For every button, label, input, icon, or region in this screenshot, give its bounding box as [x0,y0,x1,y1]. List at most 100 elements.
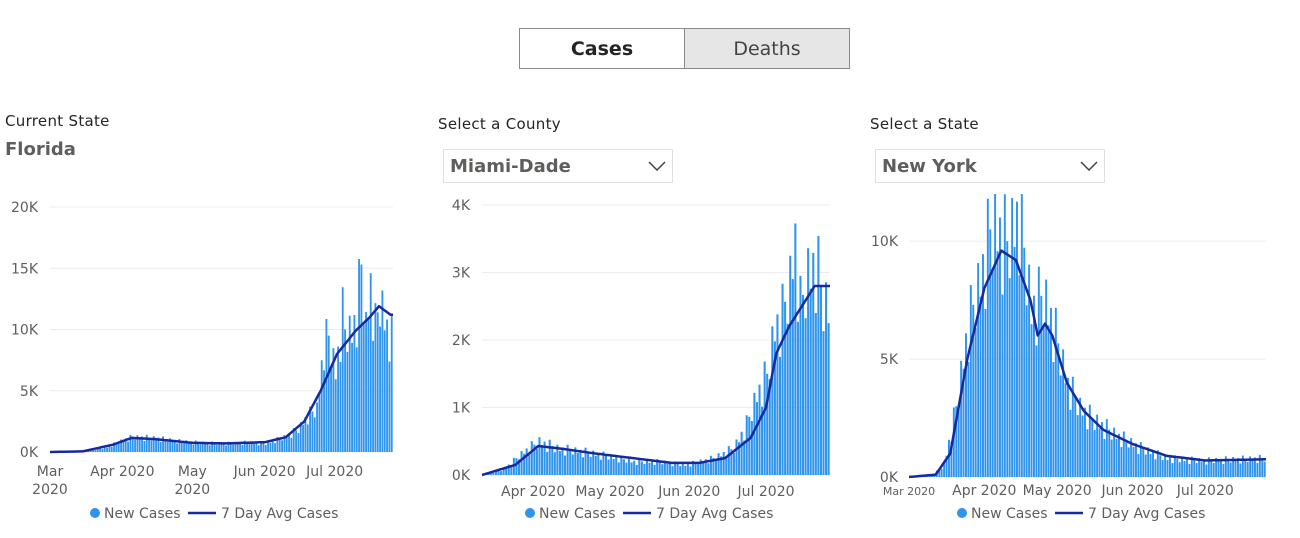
new-cases-bar [1169,457,1171,477]
new-cases-bar [1103,438,1106,477]
new-cases-bar [201,441,204,452]
new-cases-bar [143,440,146,452]
new-cases-bar [694,462,697,475]
new-cases-bar [1227,459,1230,477]
new-cases-bar [1050,307,1052,477]
new-cases-bar [789,255,792,475]
tab-cases[interactable]: Cases [519,28,685,69]
new-cases-bar [348,315,351,452]
new-cases-bar [569,449,572,475]
new-cases-bar [1183,461,1186,477]
new-cases-bar [297,432,300,452]
new-cases-bar [358,259,360,452]
new-cases-bar [1052,362,1055,477]
new-cases-bar [945,455,948,477]
new-cases-bar [991,271,994,477]
new-cases-bar [211,441,213,452]
new-cases-bar [950,441,953,477]
new-cases-bar [517,459,521,475]
new-cases-bar [799,275,802,475]
new-cases-bar [633,460,636,475]
new-cases-bar [1088,404,1091,477]
new-cases-bar [274,443,276,452]
new-cases-bar [122,440,125,452]
new-cases-bar [1234,460,1237,477]
new-cases-bar [250,441,253,452]
new-cases-bar [353,315,356,452]
new-cases-bar [969,284,972,477]
legend-new-cases-marker [957,508,967,518]
new-cases-bar [267,441,269,452]
florida-cases-chart: 0K 5K 10K 15K 20K Mar 2020 Apr 2020 May 2020 Jun 2… [11,200,393,522]
new-cases-bar [306,424,309,452]
new-cases-bar [1118,433,1120,477]
x-tick-label: May [178,464,207,480]
current-state-label: Current State [5,112,110,130]
new-cases-bar [136,435,139,452]
new-cases-bar [152,436,155,452]
new-cases-bar [645,459,648,475]
new-cases-bar [101,448,104,452]
county-dropdown[interactable]: Miami-Dade [443,149,673,183]
new-cases-bar [1229,462,1232,477]
new-cases-bar [1067,377,1069,477]
new-cases-bar [311,411,314,452]
new-cases-bar [337,346,339,452]
new-cases-bar [773,341,776,475]
new-cases-bar [241,444,244,452]
y-tick-label: 5K [880,352,899,368]
new-cases-bar [745,415,748,475]
new-cases-bar [1261,458,1264,477]
new-cases-bar [1059,375,1062,477]
new-cases-bar [607,459,610,475]
new-cases-bar [1244,458,1247,477]
legend-new-cases-marker [90,508,100,518]
new-cases-bar [827,323,830,475]
new-cases-bar [702,462,705,475]
new-cases-bar [704,459,707,475]
new-cases-bar [776,314,779,475]
new-cases-bar [661,464,664,475]
new-cases-bar [938,469,941,477]
new-cases-bar [204,443,206,452]
y-tick-label: 10K [871,234,899,250]
new-cases-bar [502,468,505,475]
new-cases-bar [1132,446,1135,477]
new-cases-bar [1203,459,1205,477]
new-cases-bar [786,323,789,475]
county-dropdown-value: Miami-Dade [450,155,571,177]
new-cases-bar [276,437,279,452]
x-tick-label: Mar [37,464,64,480]
new-cases-bar [999,217,1001,477]
new-cases-bar [351,342,353,452]
new-cases-bar [164,439,167,452]
new-cases-bar [243,440,246,452]
new-cases-bar [1178,462,1181,477]
new-cases-bar [989,229,992,477]
new-cases-bar [546,451,549,475]
new-cases-bar [715,460,718,475]
new-cases-bar [768,379,771,475]
new-cases-bar [1091,418,1094,477]
new-cases-bar [388,361,391,452]
new-cases-bar [819,286,822,475]
new-cases-bar [766,373,769,475]
new-cases-bar [295,430,297,452]
tab-deaths[interactable]: Deaths [685,28,850,69]
new-cases-bar [138,438,141,452]
new-cases-bar [127,441,129,452]
x-tick-label: May 2020 [575,484,644,500]
new-cases-bar [960,360,963,477]
new-cases-bar [379,326,381,452]
new-cases-bar [551,446,554,475]
new-cases-bar [625,462,628,475]
new-cases-bar [778,356,782,475]
new-cases-bar [113,442,115,452]
new-cases-bar [543,441,546,475]
new-cases-bar [656,459,659,475]
new-cases-bar [206,442,209,452]
new-cases-bar [278,438,281,452]
new-cases-bar [771,326,774,475]
state-dropdown[interactable]: New York [875,149,1105,183]
new-cases-bar [604,455,608,475]
